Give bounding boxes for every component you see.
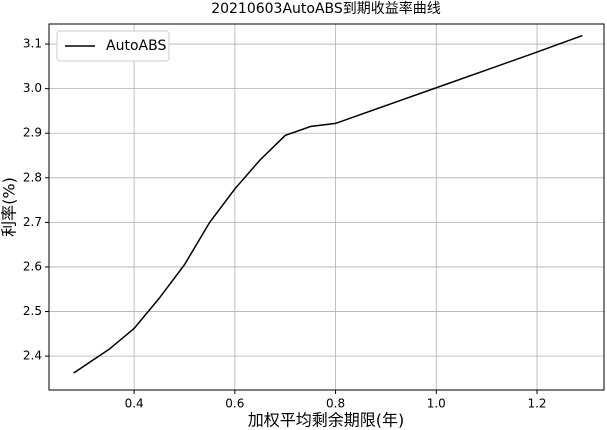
line-series bbox=[73, 34, 583, 374]
y-tick-label: 2.9 bbox=[23, 126, 42, 140]
legend-box bbox=[56, 30, 170, 62]
y-tick-label: 2.8 bbox=[23, 170, 42, 184]
chart-title: 20210603AutoABS到期收益率曲线 bbox=[211, 0, 441, 17]
y-tick-label: 2.7 bbox=[23, 215, 42, 229]
y-tick-label: 3.0 bbox=[23, 81, 42, 95]
x-tick-label: 1.2 bbox=[527, 397, 546, 411]
y-tick-label: 3.1 bbox=[23, 37, 42, 51]
y-tick-label: 2.6 bbox=[23, 259, 42, 273]
x-tick-label: 0.4 bbox=[125, 397, 144, 411]
x-tick-label: 0.8 bbox=[326, 397, 345, 411]
x-tick-label: 0.6 bbox=[225, 397, 244, 411]
legend-label: AutoABS bbox=[106, 38, 166, 54]
plot-frame bbox=[48, 23, 605, 391]
y-tick-label: 2.5 bbox=[23, 304, 42, 318]
x-axis-label: 加权平均剩余期限(年) bbox=[248, 411, 405, 430]
y-axis-label: 利率(%) bbox=[0, 177, 19, 237]
x-tick-label: 1.0 bbox=[427, 397, 446, 411]
y-tick-label: 2.4 bbox=[23, 349, 42, 363]
